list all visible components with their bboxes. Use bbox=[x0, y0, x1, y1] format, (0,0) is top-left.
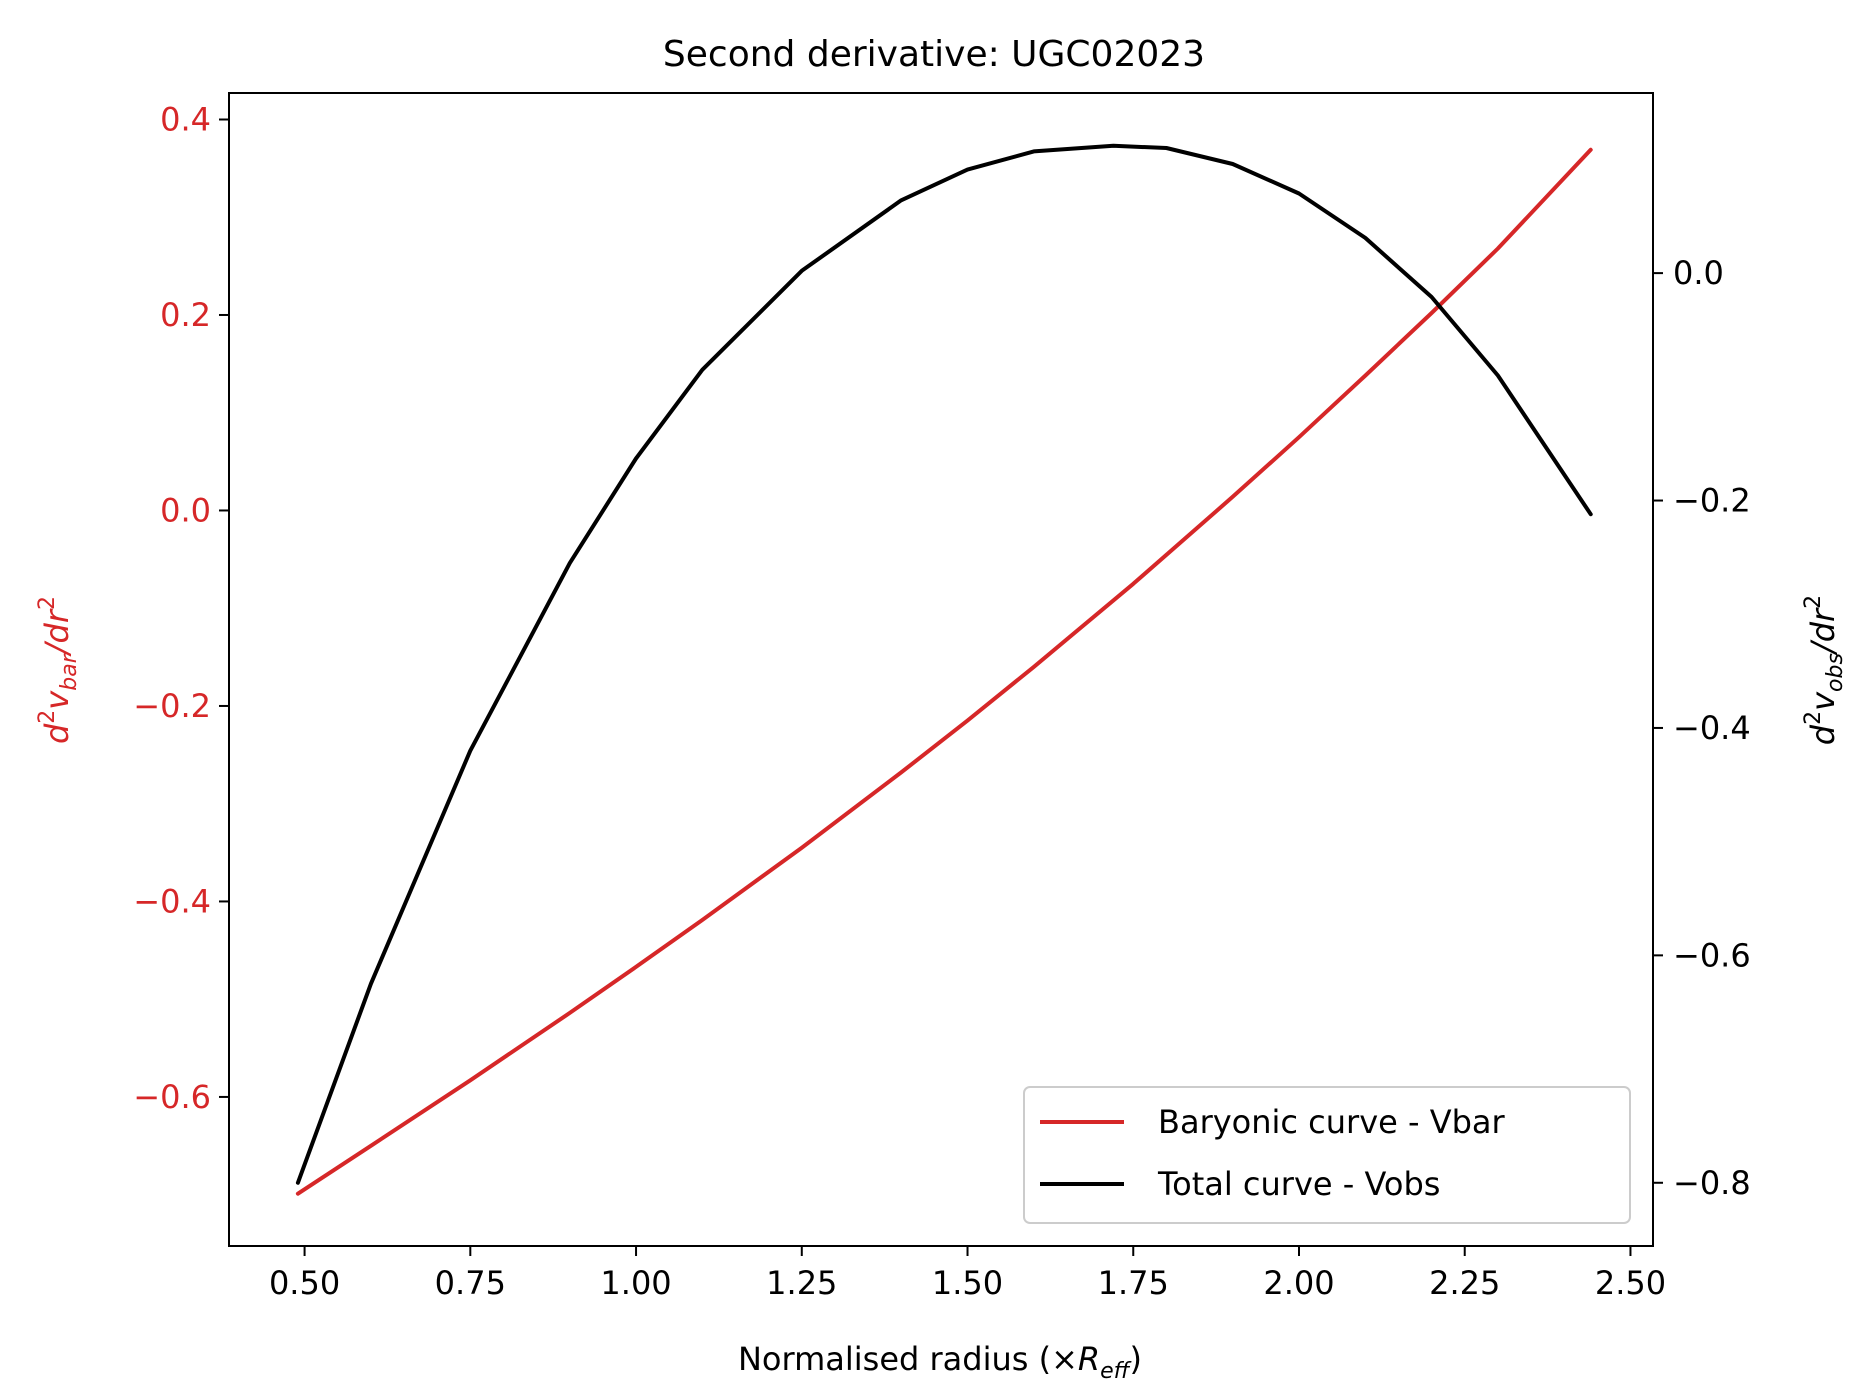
legend-box bbox=[1023, 1086, 1631, 1224]
y-right-tick-label: −0.6 bbox=[1673, 936, 1751, 974]
y-left-tick-label: 0.2 bbox=[160, 296, 211, 334]
x-tick-label: 1.00 bbox=[600, 1264, 671, 1302]
x-tick-label: 2.50 bbox=[1595, 1264, 1666, 1302]
series-line-0 bbox=[295, 147, 1593, 1196]
y-right-tick-label: 0.0 bbox=[1673, 254, 1724, 292]
x-tick-label: 1.25 bbox=[766, 1264, 837, 1302]
y-right-axis-ticks: −0.8 −0.6 −0.4 −0.2 0.0 bbox=[1653, 254, 1751, 1202]
x-axis-label: Normalised radius (×Reff) bbox=[738, 1340, 1142, 1384]
legend-label-vbar: Baryonic curve - Vbar bbox=[1158, 1103, 1506, 1141]
y-left-axis-label: d2vbar/dr2 bbox=[35, 596, 82, 744]
y-right-axis-label: d2vobs/dr2 bbox=[1801, 595, 1848, 745]
y-right-tick-label: −0.8 bbox=[1673, 1164, 1751, 1202]
plot-frame bbox=[228, 92, 1654, 1247]
legend-label-vobs: Total curve - Vobs bbox=[1157, 1165, 1440, 1203]
y-left-axis-ticks: −0.6 −0.4 −0.2 0.0 0.2 0.4 bbox=[133, 100, 229, 1116]
y-left-tick-label: −0.6 bbox=[133, 1078, 211, 1116]
x-tick-label: 0.75 bbox=[435, 1264, 506, 1302]
y-right-tick-label: −0.2 bbox=[1673, 482, 1751, 520]
x-tick-label: 0.50 bbox=[269, 1264, 340, 1302]
chart-title: Second derivative: UGC02023 bbox=[663, 34, 1205, 75]
plot-lines bbox=[295, 143, 1593, 1196]
y-right-tick-label: −0.4 bbox=[1673, 709, 1751, 747]
x-tick-label: 1.50 bbox=[932, 1264, 1003, 1302]
legend: Baryonic curve - Vbar Total curve - Vobs bbox=[1023, 1086, 1631, 1224]
x-tick-label: 2.25 bbox=[1429, 1264, 1500, 1302]
x-tick-label: 1.75 bbox=[1098, 1264, 1169, 1302]
x-tick-label: 2.00 bbox=[1263, 1264, 1334, 1302]
y-left-tick-label: −0.4 bbox=[133, 882, 211, 920]
x-axis-ticks: 0.50 0.75 1.00 1.25 1.50 1.75 2.00 2.25 2.50 bbox=[269, 1246, 1666, 1302]
series-line-1 bbox=[295, 143, 1593, 1185]
y-left-tick-label: −0.2 bbox=[133, 687, 211, 725]
y-left-tick-label: 0.0 bbox=[160, 491, 211, 529]
y-left-tick-label: 0.4 bbox=[160, 100, 211, 138]
